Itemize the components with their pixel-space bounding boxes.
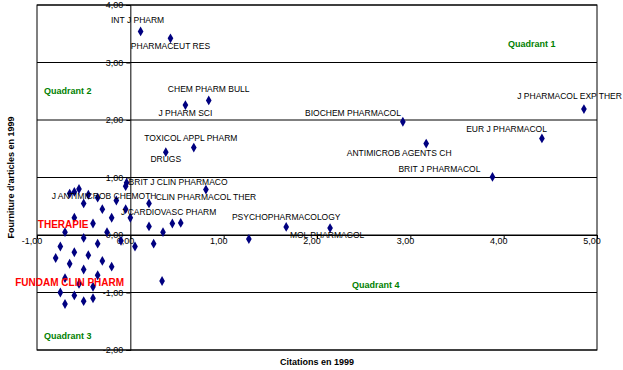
annotations: Quadrant 1 Quadrant 2 Quadrant 3 Quadrant 4…	[15, 39, 555, 341]
points	[53, 27, 587, 309]
point-label: DRUGS	[150, 154, 181, 164]
point-label: CHEM PHARM BULL	[168, 84, 250, 94]
y-tick-mark	[126, 120, 130, 121]
y-tick-mark	[126, 235, 130, 236]
point	[169, 219, 175, 229]
point	[109, 262, 115, 272]
point	[81, 296, 87, 306]
point	[283, 222, 289, 232]
point	[99, 256, 105, 266]
point-label: BRIT J PHARMACOL	[398, 164, 480, 174]
chart: -1,000,001,002,003,004,005,00-2,00-1,000…	[0, 0, 623, 370]
x-tick-label: -1,00	[22, 236, 43, 246]
point	[146, 221, 152, 231]
point	[57, 242, 63, 252]
y-tick-label: 4,00	[106, 0, 124, 10]
point-label: PSYCHOPHARMACOLOGY	[232, 212, 341, 222]
annotation: Quadrant 1	[508, 39, 556, 49]
point-label: TOXICOL APPL PHARM	[144, 133, 237, 143]
point	[81, 265, 87, 275]
plot-frame	[37, 5, 597, 350]
y-tick-label: -1,00	[103, 288, 124, 298]
point-label: J PHARM SCI	[158, 108, 212, 118]
point	[90, 293, 96, 303]
point	[62, 299, 68, 309]
point	[67, 259, 73, 269]
y-axis-title: Fourniture d'articles en 1999	[6, 116, 16, 238]
point	[109, 213, 115, 223]
point	[159, 276, 165, 286]
y-tick-mark	[126, 293, 130, 294]
point	[57, 288, 63, 298]
point	[191, 143, 197, 153]
point	[53, 253, 59, 263]
annotation: Quadrant 4	[352, 280, 400, 290]
point-label: ANTIMICROB AGENTS CH	[347, 148, 452, 158]
point-label: J PHARMACOL EXP THER	[517, 91, 622, 101]
annotation: FUNDAM CLIN PHARM	[15, 277, 124, 288]
x-tick: 1,00	[210, 235, 228, 246]
point	[71, 247, 77, 257]
point-label: EUR J PHARMACOL	[466, 124, 547, 134]
y-tick-label: 2,00	[106, 115, 124, 125]
point	[400, 117, 406, 127]
x-tick: 4,00	[490, 235, 508, 246]
y-tick-mark	[126, 5, 130, 6]
x-axis-title: Citations en 1999	[280, 357, 354, 367]
point	[95, 239, 101, 249]
x-tick-label: 4,00	[490, 236, 508, 246]
x-tick: -1,00	[22, 235, 43, 246]
point-labels: INT J PHARM PHARMACEUT RES CHEM PHARM BULL…	[52, 15, 622, 240]
point	[99, 204, 105, 214]
point	[581, 104, 587, 114]
point	[490, 172, 496, 182]
y-tick: 2,00	[106, 115, 131, 125]
x-tick: 5,00	[583, 235, 601, 246]
point	[81, 233, 87, 243]
point-label: BRIT J CLIN PHARMACO	[129, 177, 228, 187]
x-tick-label: 5,00	[583, 236, 601, 246]
annotation: THERAPIE	[38, 219, 89, 230]
y-tick-mark	[126, 350, 130, 351]
y-tick: -2,00	[103, 345, 131, 355]
point-label: PHARMACEUT RES	[131, 41, 211, 51]
point	[160, 227, 166, 237]
y-axis: -2,00-1,000,001,002,003,004,00	[103, 0, 131, 355]
point	[206, 96, 212, 106]
point-label: BIOCHEM PHARMACOL	[305, 108, 401, 118]
y-tick: -1,00	[103, 288, 131, 298]
x-tick-label: 3,00	[397, 236, 415, 246]
annotation: Quadrant 2	[44, 86, 92, 96]
point-label: MOL PHARMACOL	[290, 230, 365, 240]
point-label: INT J PHARM	[111, 15, 164, 25]
point-label: J CARDIOVASC PHARM	[121, 207, 216, 217]
point-label: J ANTIMICROB CHEMOTH	[52, 191, 157, 201]
x-tick: 3,00	[397, 235, 415, 246]
point	[118, 236, 124, 246]
point	[246, 234, 252, 244]
y-tick-label: 3,00	[106, 58, 124, 68]
point	[539, 133, 545, 143]
point	[138, 27, 144, 37]
x-tick-label: 1,00	[210, 236, 228, 246]
y-tick-label: 1,00	[106, 173, 124, 183]
y-tick-mark	[126, 63, 130, 64]
point	[90, 219, 96, 229]
point	[151, 239, 157, 249]
y-tick: 3,00	[106, 58, 131, 68]
point	[178, 218, 184, 228]
point	[104, 227, 110, 237]
y-tick: 4,00	[106, 0, 131, 10]
annotation: Quadrant 3	[44, 331, 92, 341]
point	[85, 250, 91, 260]
point	[71, 290, 77, 300]
grid	[37, 5, 597, 350]
point	[132, 242, 138, 252]
y-tick-label: -2,00	[103, 345, 124, 355]
point-label: CLIN PHARMACOL THER	[156, 192, 257, 202]
